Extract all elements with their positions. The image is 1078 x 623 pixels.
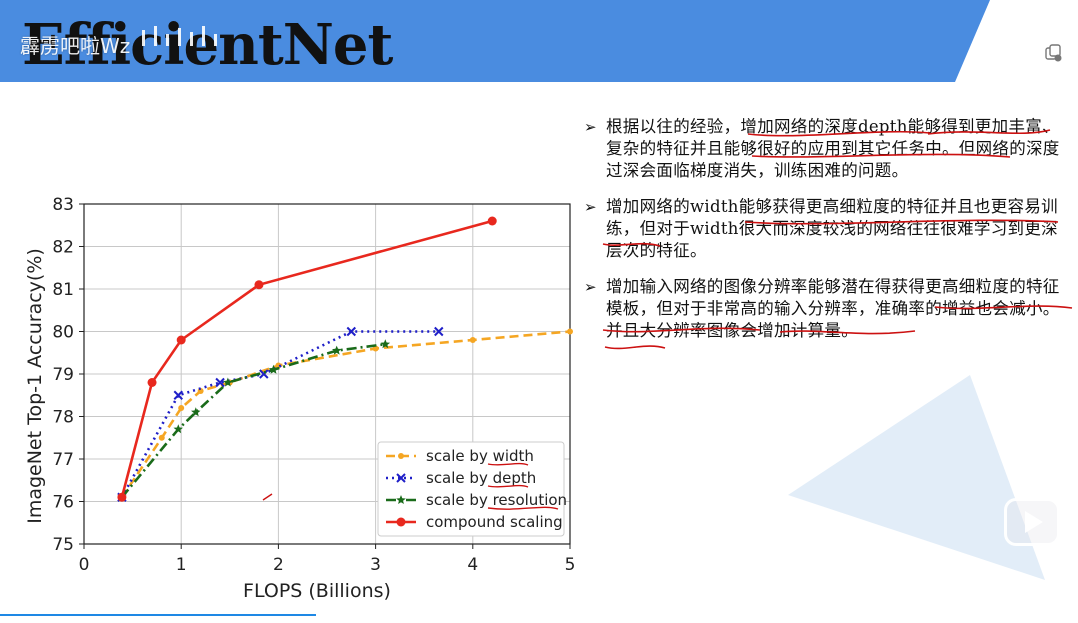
data-point: [176, 335, 186, 345]
data-point: [380, 339, 391, 349]
bullet-item-width: ➢ 增加网络的width能够获得更高细粒度的特征并且也更容易训练，但对于widt…: [584, 196, 1064, 262]
bullet-list: ➢ 根据以往的经验，增加网络的深度depth能够得到更加丰富、复杂的特征并且能够…: [584, 116, 1064, 356]
data-point: [173, 424, 183, 434]
legend-marker: [398, 453, 404, 459]
series-line-0: [120, 330, 571, 499]
data-point: [434, 326, 444, 337]
slide-title: EfficientNet: [22, 12, 393, 78]
data-point: [178, 405, 185, 411]
arrow-bullet-icon: ➢: [584, 198, 597, 216]
y-tick-label: 80: [52, 323, 74, 343]
bullet-item-resolution: ➢ 增加输入网络的图像分辨率能够潜在得获得更高细粒度的特征模板，但对于非常高的输…: [584, 276, 1064, 342]
y-tick-label: 79: [52, 365, 74, 385]
legend-marker: [396, 495, 406, 504]
x-tick-label: 4: [467, 555, 478, 575]
bullet-text: 根据以往的经验，增加网络的深度depth能够得到更加丰富、复杂的特征并且能够很好…: [606, 117, 1060, 180]
data-point: [346, 326, 357, 337]
data-point: [259, 369, 269, 379]
legend-marker: [396, 473, 406, 483]
banner-shape: [0, 0, 990, 82]
legend-marker: [396, 517, 406, 527]
arrow-bullet-icon: ➢: [584, 278, 597, 296]
data-point: [567, 328, 573, 335]
y-tick-label: 78: [52, 408, 74, 428]
data-point: [487, 216, 497, 226]
y-axis-label: ImageNet Top-1 Accuracy(%): [24, 248, 46, 524]
data-point: [147, 378, 157, 387]
background-triangle: [788, 375, 1045, 580]
data-point: [268, 364, 279, 374]
annotation-underline: [487, 484, 529, 488]
title-banner: [0, 0, 1078, 82]
data-point: [158, 434, 165, 441]
y-tick-label: 83: [52, 195, 74, 215]
legend-label: scale by depth: [426, 469, 536, 487]
annotation-underline: [487, 506, 559, 510]
data-point: [173, 390, 183, 400]
x-tick-label: 1: [176, 555, 187, 575]
bullet-text: 增加网络的width能够获得更高细粒度的特征并且也更容易训练，但对于width很…: [606, 197, 1058, 260]
x-tick-label: 0: [79, 555, 90, 575]
legend-label: compound scaling: [426, 513, 563, 531]
x-axis-label: FLOPS (Billions): [243, 580, 391, 602]
arrow-bullet-icon: ➢: [584, 118, 597, 136]
y-tick-label: 82: [52, 238, 74, 258]
progress-line: [0, 614, 316, 616]
y-tick-label: 76: [52, 493, 74, 513]
watermark: 霹雳吧啦Wz: [20, 34, 131, 58]
x-tick-label: 5: [565, 555, 576, 575]
bullet-text: 增加输入网络的图像分辨率能够潜在得获得更高细粒度的特征模板，但对于非常高的输入分…: [606, 277, 1060, 340]
data-point: [223, 377, 233, 387]
data-point: [372, 345, 379, 352]
data-point: [254, 280, 264, 290]
y-tick-label: 75: [52, 535, 74, 555]
copy-icon[interactable]: [1044, 44, 1062, 62]
y-tick-label: 81: [52, 280, 74, 300]
data-point: [191, 407, 201, 417]
legend-label: scale by width: [426, 447, 534, 465]
data-point: [332, 345, 342, 355]
legend-box: [377, 441, 565, 537]
bullet-item-depth: ➢ 根据以往的经验，增加网络的深度depth能够得到更加丰富、复杂的特征并且能够…: [584, 116, 1064, 182]
data-point: [215, 377, 225, 388]
y-tick-label: 77: [52, 450, 74, 470]
data-point: [469, 337, 476, 343]
watermark-logo-icon: [142, 26, 217, 46]
series-line-1: [120, 330, 439, 498]
legend-label: scale by resolution: [426, 491, 567, 509]
x-tick-label: 3: [370, 555, 381, 575]
video-player-icon[interactable]: [1004, 498, 1060, 546]
annotation-underline: [487, 462, 529, 466]
x-tick-label: 2: [273, 555, 284, 575]
accuracy-flops-chart: 0 1 2 3 4 5 75 76 77 78 79 80 81 82 83 FLOPS (Billions)…: [24, 195, 576, 602]
data-point: [117, 492, 127, 502]
